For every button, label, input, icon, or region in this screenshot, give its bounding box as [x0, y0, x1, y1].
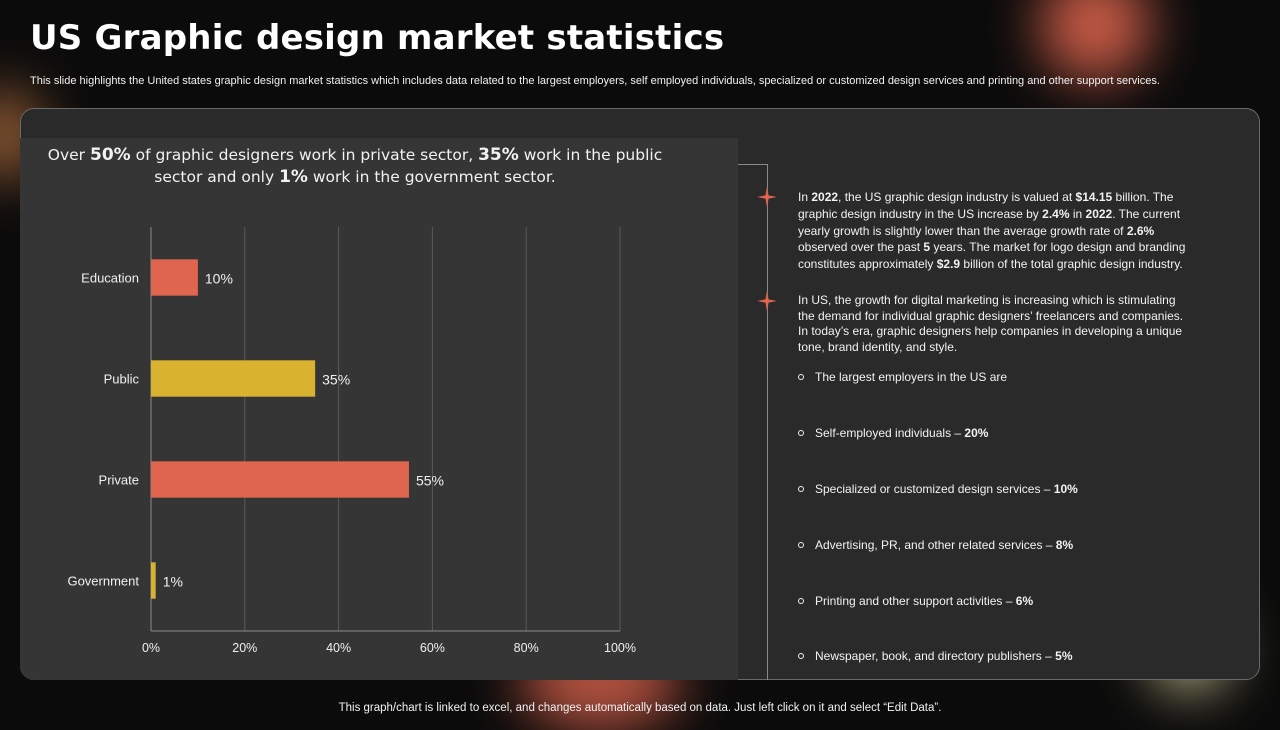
page-subtitle: This slide highlights the United states …	[30, 75, 1160, 87]
digital-marketing-paragraph: In US, the growth for digital marketing …	[798, 293, 1184, 354]
data-label: 55%	[416, 473, 444, 489]
data-label: 35%	[322, 372, 350, 388]
category-label: Private	[99, 473, 139, 488]
category-label: Public	[104, 372, 140, 387]
headline-text: work in the public sector and only	[154, 146, 663, 186]
headline-text: of graphic designers work in private sec…	[130, 146, 479, 164]
chart-headline: Over 50% of graphic designers work in pr…	[40, 144, 670, 188]
bar	[151, 360, 316, 397]
x-tick-label: 60%	[420, 641, 445, 655]
headline-highlight: 35%	[478, 145, 519, 165]
list-item: Advertising, PR, and other related servi…	[798, 538, 1073, 552]
bullet-icon	[798, 541, 804, 548]
list-item: Newspaper, book, and directory publisher…	[798, 649, 1072, 663]
list-item: Specialized or customized design service…	[798, 482, 1078, 496]
bullet-icon	[798, 652, 804, 659]
list-item: The largest employers in the US are	[798, 370, 1007, 384]
market-value-paragraph: In 2022, the US graphic design industry …	[798, 190, 1186, 272]
timeline-line	[767, 164, 768, 680]
connector-line	[738, 164, 768, 165]
sparkle-icon	[757, 187, 777, 207]
bullet-icon	[798, 597, 804, 604]
x-tick-label: 20%	[232, 641, 257, 655]
bullet-icon	[798, 429, 804, 436]
x-tick-label: 40%	[326, 641, 351, 655]
headline-text: Over	[47, 146, 90, 164]
category-label: Education	[81, 271, 139, 286]
x-tick-label: 100%	[604, 641, 636, 655]
category-label: Government	[67, 574, 139, 589]
bar	[151, 562, 156, 599]
x-tick-label: 80%	[514, 641, 539, 655]
data-label: 1%	[163, 574, 183, 590]
headline-highlight: 1%	[279, 167, 308, 187]
headline-highlight: 50%	[89, 145, 131, 165]
list-item: Self-employed individuals – 20%	[798, 426, 988, 440]
bullet-icon	[798, 485, 804, 492]
bar	[151, 259, 198, 296]
x-tick-label: 0%	[142, 641, 160, 655]
bullet-icon	[798, 373, 804, 380]
footer-note: This graph/chart is linked to excel, and…	[338, 702, 942, 714]
data-label: 10%	[205, 271, 233, 287]
chart-container[interactable]	[20, 138, 738, 680]
bar	[151, 461, 409, 498]
sparkle-icon	[757, 291, 777, 311]
page-title: US Graphic design market statistics	[30, 18, 725, 58]
headline-text: work in the government sector.	[307, 168, 556, 186]
list-item: Printing and other support activities – …	[798, 594, 1033, 608]
